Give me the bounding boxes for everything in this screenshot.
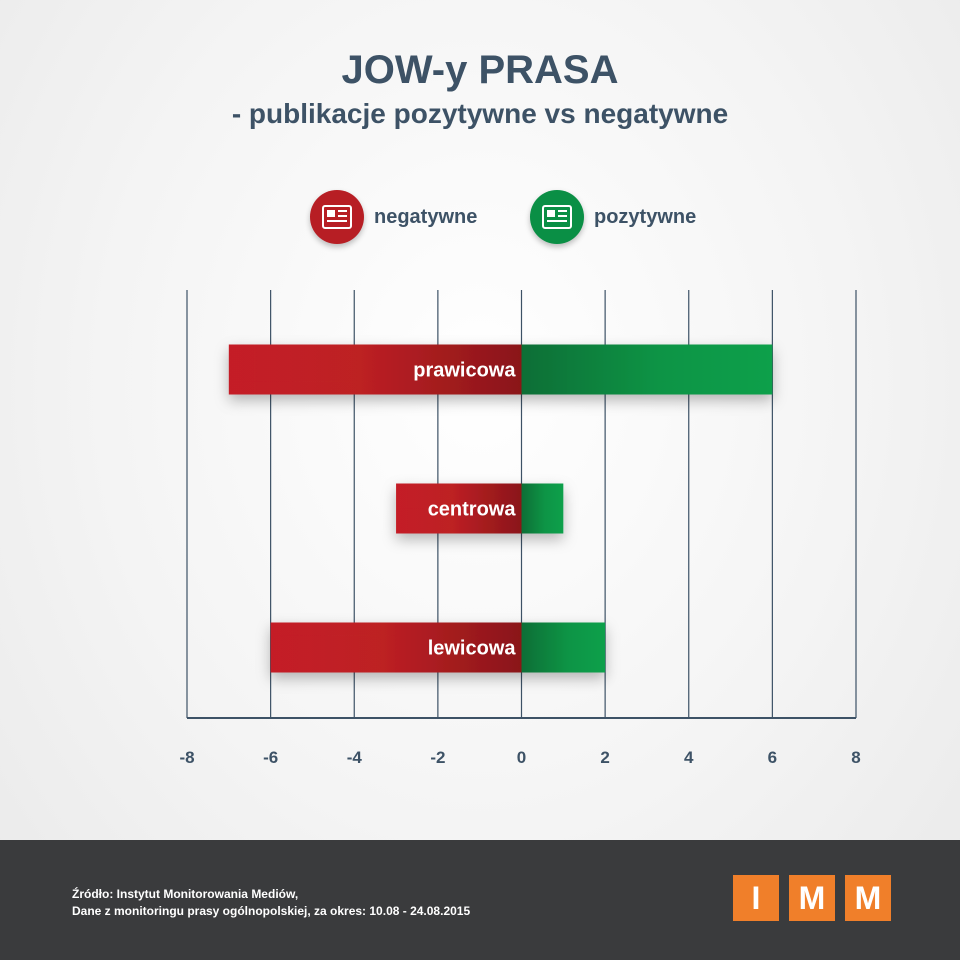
legend-label-negative: negatywne [374, 205, 478, 228]
source-line-1: Źródło: Instytut Monitorowania Mediów, [72, 887, 299, 901]
bar-category-label: prawicowa [413, 360, 516, 382]
newspaper-icon [322, 205, 352, 229]
x-tick-label: -6 [263, 748, 278, 767]
legend-item-positive: pozytywne [530, 190, 696, 244]
bar-group [270, 622, 606, 673]
legend-badge-negative [310, 190, 364, 244]
bar-positive [521, 483, 564, 534]
bar-negative [270, 622, 522, 673]
source-note: Źródło: Instytut Monitorowania Mediów, D… [72, 886, 470, 920]
x-tick-label: 6 [768, 748, 777, 767]
bar-negative [228, 344, 522, 395]
source-line-2: Dane z monitoringu prasy ogólnopolskiej,… [72, 904, 471, 918]
bar-positive [521, 344, 773, 395]
x-tick-label: 0 [517, 748, 526, 767]
bar-group [396, 483, 564, 534]
legend-item-negative: negatywne [310, 190, 477, 244]
bar-chart: prawicowa centrowa lewicowa -8 -6 -4 -2 0 2 4 6 8 [179, 290, 861, 767]
x-tick-label: 2 [600, 748, 609, 767]
chart-subtitle: - publikacje pozytywne vs negatywne [231, 98, 729, 129]
bar-positive [521, 622, 606, 673]
newspaper-icon [542, 205, 572, 229]
imm-logo: I M M [733, 875, 891, 921]
logo-letter: M [789, 875, 835, 921]
x-tick-label: -2 [430, 748, 445, 767]
x-tick-label: 8 [851, 748, 860, 767]
bar-category-label: lewicowa [428, 638, 517, 660]
x-tick-label: -4 [347, 748, 363, 767]
logo-letter: M [845, 875, 891, 921]
legend-label-positive: pozytywne [594, 205, 697, 228]
x-tick-label: 4 [684, 748, 694, 767]
bar-group [228, 344, 773, 395]
legend-badge-positive [530, 190, 584, 244]
chart-title: JOW-y PRASA [341, 48, 619, 92]
footer: Źródło: Instytut Monitorowania Mediów, D… [0, 840, 960, 960]
bar-category-label: centrowa [428, 499, 517, 521]
x-tick-label: -8 [179, 748, 194, 767]
logo-letter: I [733, 875, 779, 921]
bar-negative [396, 483, 522, 534]
